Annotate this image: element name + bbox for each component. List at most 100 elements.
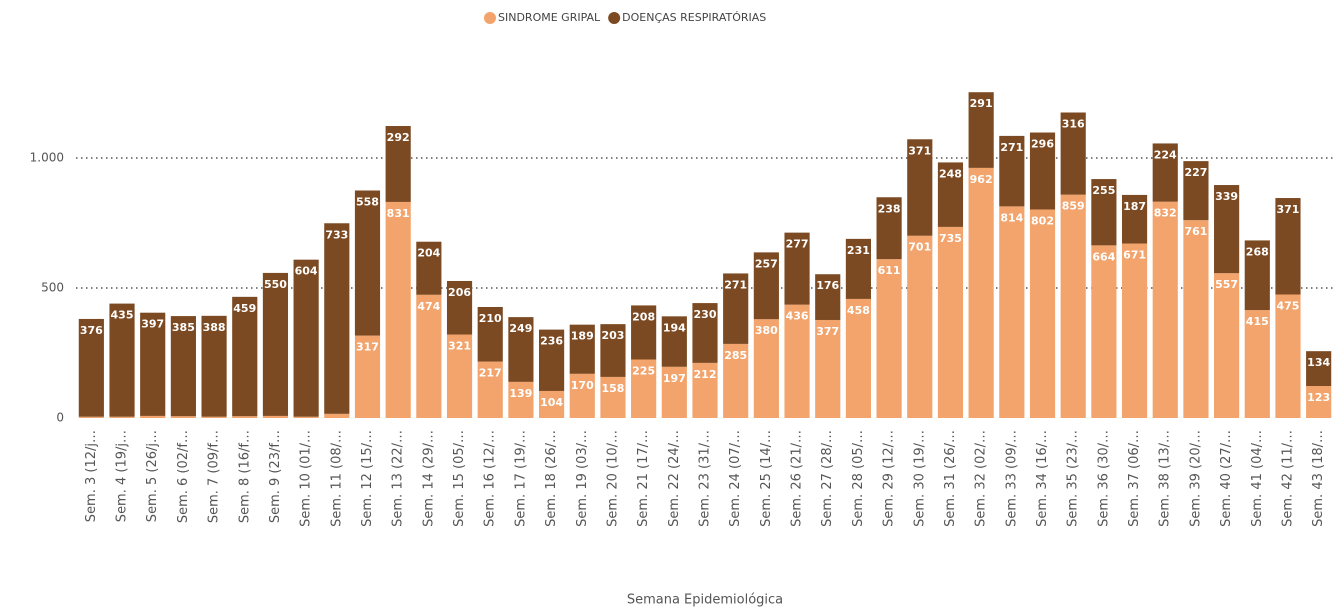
bar-segment (293, 259, 319, 417)
x-tick-label: Sem. 28 (05/… (851, 430, 866, 527)
bar-segment (477, 306, 503, 362)
bar-segment (999, 135, 1025, 207)
bar-segment (1152, 201, 1178, 418)
data-label: 230 (694, 308, 717, 321)
x-tick-label: Sem. 22 (24/… (667, 430, 682, 527)
bar-segment (600, 376, 626, 418)
bar-segment (477, 361, 503, 418)
data-label: 459 (233, 302, 256, 315)
bar-segment (1214, 185, 1240, 274)
data-label: 227 (1184, 166, 1207, 179)
x-tick-label: Sem. 43 (18/… (1311, 430, 1326, 527)
data-label: 339 (1215, 190, 1238, 203)
data-label: 415 (1246, 315, 1269, 328)
bar-segment (1029, 132, 1056, 210)
bar-segment (446, 334, 473, 418)
bar-segment (876, 259, 902, 418)
data-label: 550 (264, 278, 287, 291)
bar-segment (1091, 179, 1117, 246)
data-label: 802 (1031, 214, 1054, 227)
bar-segment (232, 296, 258, 417)
bar-segment (968, 167, 994, 418)
data-label: 292 (387, 131, 410, 144)
data-label: 225 (632, 365, 655, 378)
x-tick-label: Sem. 36 (30/… (1096, 430, 1111, 527)
data-label: 236 (540, 335, 563, 348)
y-tick-label: 500 (41, 281, 64, 295)
bar-segment (569, 324, 595, 374)
bar-segment (1306, 386, 1332, 418)
bar-segment (539, 329, 565, 391)
bar-segment (1121, 194, 1148, 244)
data-label: 962 (970, 173, 993, 186)
x-tick-label: Sem. 20 (10/… (605, 430, 620, 527)
x-tick-label: Sem. 8 (16/f… (237, 430, 252, 523)
data-label: 371 (1276, 203, 1299, 216)
data-label: 558 (356, 196, 379, 209)
bar-segment (109, 303, 135, 417)
bar-segment (1244, 310, 1270, 418)
data-label: 208 (632, 310, 655, 323)
x-tick-label: Sem. 21 (17/… (636, 430, 651, 527)
bar-segment (753, 319, 779, 418)
data-label: 397 (141, 318, 164, 331)
bar-segment (968, 92, 994, 168)
bar-segment (692, 303, 718, 363)
data-label: 248 (939, 167, 962, 180)
bar-segment (784, 232, 810, 305)
data-label: 831 (387, 207, 410, 220)
bar-segment (1029, 209, 1056, 418)
data-label: 385 (172, 321, 195, 334)
y-tick-label: 0 (56, 411, 64, 425)
data-label: 277 (786, 238, 809, 251)
x-tick-label: Sem. 34 (16/… (1035, 430, 1050, 527)
bar-segment (631, 305, 657, 360)
bar-segment (78, 318, 104, 417)
x-tick-label: Sem. 27 (28/… (820, 430, 835, 527)
x-tick-label: Sem. 7 (09/f… (207, 430, 222, 523)
bar-segment (416, 294, 442, 418)
x-tick-label: Sem. 11 (08/… (329, 430, 344, 527)
x-tick-label: Sem. 14 (29/… (421, 430, 436, 527)
x-tick-label: Sem. 30 (19/… (912, 430, 927, 527)
data-label: 224 (1154, 148, 1177, 161)
data-label: 733 (325, 228, 348, 241)
x-tick-label: Sem. 25 (14/… (759, 430, 774, 527)
data-label: 436 (786, 310, 809, 323)
data-label: 474 (417, 300, 440, 313)
bar-segment (907, 139, 933, 236)
bar-segment (201, 315, 227, 417)
data-label: 104 (540, 396, 563, 409)
data-label: 139 (509, 387, 532, 400)
x-axis-title: Semana Epidemiológica (627, 593, 783, 608)
bar-segment (753, 252, 779, 320)
bar-segment (201, 416, 227, 418)
bar-segment (784, 304, 810, 418)
data-label: 291 (970, 97, 993, 110)
data-label: 832 (1154, 207, 1177, 220)
data-label: 189 (571, 330, 594, 343)
bar-segment (385, 201, 411, 418)
legend-marker (608, 12, 621, 24)
bar-segment (845, 238, 871, 299)
x-tick-label: Sem. 26 (21/… (790, 430, 805, 527)
data-label: 194 (663, 321, 686, 334)
bar-segment (416, 241, 442, 295)
bar-segment (508, 381, 534, 418)
bar-segment (815, 319, 841, 418)
data-label: 371 (908, 144, 931, 157)
data-label: 388 (203, 321, 226, 334)
bar-segment (324, 223, 350, 414)
bar-segment (1183, 161, 1209, 221)
bar-segment (140, 312, 166, 416)
bar-segment (170, 316, 196, 417)
data-label: 176 (816, 279, 839, 292)
data-label: 231 (847, 244, 870, 257)
data-label: 735 (939, 232, 962, 245)
data-label: 204 (417, 247, 440, 260)
bar-segment (1275, 294, 1301, 418)
x-tick-label: Sem. 23 (31/… (698, 430, 713, 527)
bar-segment (354, 335, 381, 418)
legend-label: DOENÇAS RESPIRATÓRIAS (622, 11, 766, 24)
